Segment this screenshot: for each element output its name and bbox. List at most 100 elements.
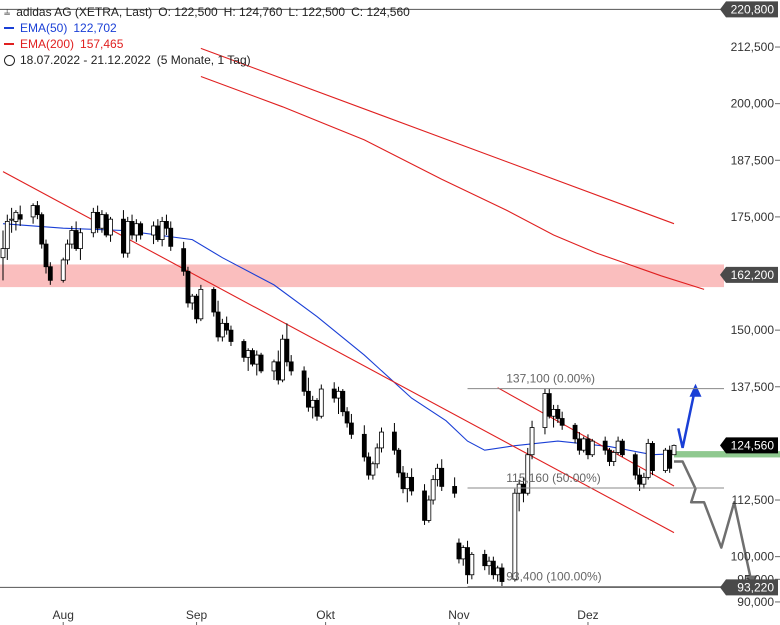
- candle-body: [572, 424, 578, 440]
- candle-body: [404, 476, 410, 490]
- ohlc-low: L: 122,500: [288, 5, 346, 19]
- x-tick-label: Sep: [186, 608, 208, 622]
- price-tag: 220,800: [720, 1, 778, 18]
- candle-body: [546, 393, 552, 417]
- candle-body: [164, 221, 169, 229]
- price-tag-label: 124,560: [731, 438, 775, 452]
- candle: [572, 423, 578, 444]
- candle: [344, 407, 350, 428]
- candle-body: [258, 354, 264, 372]
- y-tick-label: 212,500: [731, 40, 775, 54]
- candle-body: [645, 442, 651, 478]
- legend-ema200-row[interactable]: EMA(200) 157,465: [4, 36, 416, 52]
- candle-body: [512, 492, 518, 580]
- candle-body: [619, 440, 625, 456]
- candle-body: [194, 295, 199, 320]
- candle-body: [47, 266, 53, 281]
- candle: [39, 212, 45, 249]
- candle-body: [310, 399, 316, 408]
- candle-body: [301, 370, 307, 392]
- candle: [555, 404, 561, 424]
- candle-body: [370, 463, 376, 476]
- candle-body: [271, 361, 277, 372]
- candle: [138, 221, 144, 240]
- candle: [602, 436, 608, 455]
- candle: [469, 552, 475, 580]
- candle-body: [280, 338, 285, 381]
- candle: [409, 468, 415, 496]
- candle: [607, 447, 612, 467]
- candle-body: [456, 542, 462, 560]
- candle-body: [516, 483, 522, 494]
- candle: [512, 488, 518, 582]
- candle: [379, 427, 384, 453]
- chart-type-icon[interactable]: ⫨: [4, 5, 11, 18]
- price-tag-bg: [720, 579, 778, 596]
- candle: [615, 436, 621, 455]
- candle: [90, 207, 96, 238]
- candle-body: [250, 350, 255, 365]
- ema200-label: EMA(200): [20, 37, 75, 51]
- candle-body: [331, 388, 337, 399]
- candle-body: [611, 452, 617, 462]
- candle-body: [99, 214, 105, 229]
- candle: [349, 413, 354, 439]
- candle: [4, 214, 10, 260]
- y-tick-label: 150,000: [731, 323, 775, 337]
- candle-body: [125, 221, 131, 254]
- y-axis: 212,500 200,000 187,500 175,000 150,000 137,5…: [731, 40, 780, 609]
- candle-body: [241, 341, 247, 358]
- candle: [366, 452, 372, 480]
- legend-ema50-row[interactable]: EMA(50) 122,702: [4, 20, 416, 36]
- candle-body: [641, 476, 647, 485]
- candle: [546, 389, 552, 419]
- trendline-0: [2, 171, 675, 534]
- candle-body: [396, 449, 402, 474]
- candle-body: [90, 211, 96, 234]
- candle-body: [409, 476, 415, 492]
- candle-body: [155, 225, 161, 240]
- candle: [258, 352, 264, 374]
- candle-body: [374, 447, 380, 465]
- candle-body: [219, 322, 225, 338]
- legend-period-row: 18.07.2022 - 21.12.2022 (5 Monate, 1 Tag…: [4, 52, 416, 68]
- candle: [181, 241, 187, 276]
- candle: [361, 425, 367, 462]
- price-tag-bg: [720, 437, 778, 454]
- candle: [581, 436, 587, 453]
- candle: [374, 443, 380, 469]
- candle-body: [551, 409, 556, 417]
- candle-body: [465, 547, 470, 576]
- candle: [69, 225, 75, 249]
- candle-body: [435, 467, 440, 481]
- candle-body: [336, 390, 341, 399]
- x-tick-label: Dez: [577, 608, 598, 622]
- candle-body: [185, 270, 191, 304]
- candle-body: [78, 232, 83, 250]
- candle-body: [392, 431, 397, 451]
- candle: [60, 257, 66, 283]
- ohlc-close: C: 124,560: [351, 5, 410, 19]
- candle: [314, 398, 320, 421]
- candle: [13, 210, 19, 231]
- candle: [331, 382, 337, 403]
- x-tick-label: Aug: [53, 608, 74, 622]
- candle-body: [426, 499, 432, 521]
- candle-body: [0, 248, 6, 259]
- candle-body: [344, 411, 350, 424]
- candle: [422, 484, 427, 525]
- candle-body: [95, 211, 101, 229]
- candle: [65, 239, 70, 265]
- candle: [215, 300, 221, 342]
- x-tick-label: Nov: [448, 608, 469, 622]
- candle: [645, 438, 651, 480]
- candle: [641, 472, 647, 489]
- candle-body: [430, 479, 436, 501]
- legend-ohlc-row: ⫨ adidas AG (XETRA, Last) O: 122,500 H: …: [4, 4, 416, 20]
- price-tag-label: 220,800: [731, 2, 775, 16]
- candle: [662, 447, 668, 473]
- candle-body: [469, 553, 475, 576]
- fib-label-2: 93,400 (100.00%): [506, 570, 601, 584]
- candle: [370, 461, 376, 480]
